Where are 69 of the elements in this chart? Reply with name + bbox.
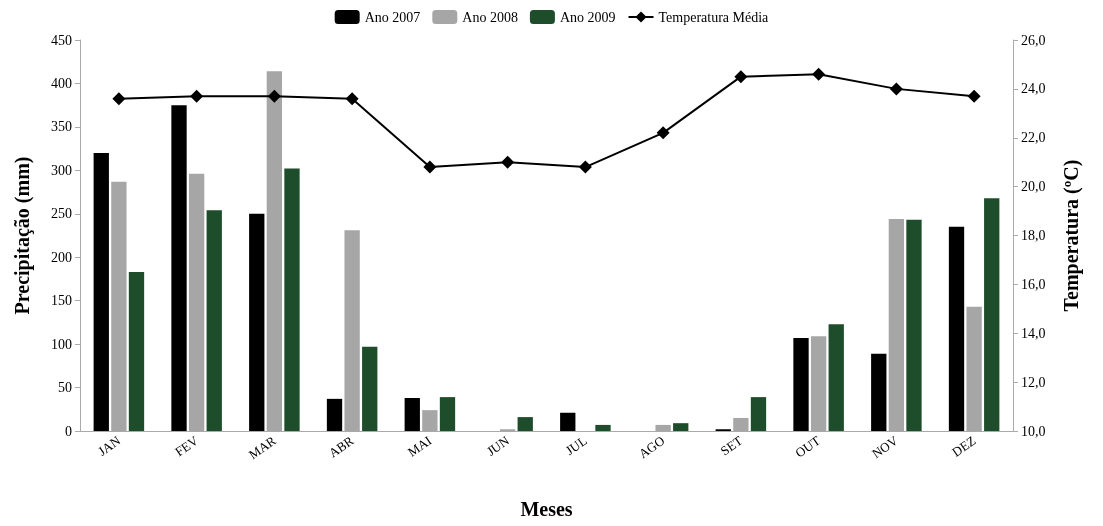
x-tick-label: FEV: [172, 432, 202, 460]
bar: [828, 324, 844, 431]
bar: [439, 397, 456, 431]
y2-tick-label: 14,0: [1021, 325, 1046, 341]
y-tick-label: 50: [58, 380, 72, 396]
bar: [673, 423, 689, 431]
bar: [326, 398, 343, 431]
y2-tick-label: 22,0: [1021, 130, 1046, 146]
x-tick-label: JUL: [562, 432, 590, 458]
x-tick-label: OUT: [792, 432, 823, 461]
point: [112, 92, 126, 106]
x-tick-label: DEZ: [949, 432, 979, 460]
point: [578, 160, 592, 174]
point: [190, 89, 204, 103]
y-tick-label: 300: [51, 162, 72, 178]
bar: [128, 271, 145, 431]
x-tick-label: SET: [717, 432, 746, 459]
y2-tick-label: 18,0: [1021, 228, 1046, 243]
bar: [171, 105, 187, 431]
bar: [206, 210, 222, 431]
bar: [93, 152, 109, 431]
y2-tick-label: 26,0: [1021, 32, 1046, 48]
y-tick-label: 0: [65, 423, 72, 439]
point: [345, 92, 359, 106]
x-axis-title: Meses: [520, 498, 573, 520]
y-tick-label: 100: [51, 336, 72, 352]
legend-label: Temperatura Média: [658, 9, 770, 25]
y2-tick-label: 10,0: [1021, 423, 1046, 439]
point: [812, 67, 826, 81]
bar: [871, 353, 887, 431]
bar: [793, 338, 809, 431]
point: [889, 82, 903, 96]
bar: [362, 346, 378, 431]
bar: [984, 198, 1000, 431]
point: [656, 126, 670, 140]
y-tick-label: 350: [51, 119, 72, 135]
y-tick-label: 150: [51, 293, 72, 309]
y-tick-label: 450: [51, 32, 72, 48]
y-tick-label: 200: [51, 249, 72, 265]
legend-label: Ano 2008: [462, 9, 518, 25]
y2-axis-title: Temperatura (ºC): [1060, 159, 1083, 312]
y2-tick-label: 16,0: [1021, 276, 1046, 292]
legend-label: Ano 2009: [559, 9, 616, 25]
bar: [517, 417, 533, 431]
bar: [404, 397, 420, 431]
y2-tick-label: 20,0: [1021, 179, 1046, 195]
point: [501, 155, 515, 169]
point: [423, 160, 437, 174]
point: [734, 70, 748, 84]
x-tick-label: JAN: [95, 432, 124, 459]
y2-tick-label: 24,0: [1021, 81, 1046, 97]
bar: [249, 213, 265, 431]
point: [267, 89, 281, 103]
x-tick-label: JUN: [483, 432, 513, 459]
bar: [906, 219, 922, 431]
bar: [595, 424, 611, 431]
x-tick-label: MAI: [404, 432, 435, 460]
y-tick-label: 250: [51, 206, 72, 222]
x-tick-label: AGO: [635, 432, 668, 462]
y-tick-label: 400: [51, 75, 72, 91]
bar: [750, 397, 767, 431]
bar: [560, 412, 576, 431]
point: [967, 89, 981, 103]
y2-tick-label: 12,0: [1021, 374, 1046, 390]
bar: [948, 226, 965, 431]
y-axis-title: Precipitação (mm): [11, 156, 34, 315]
x-tick-label: ABR: [325, 432, 357, 461]
bar: [284, 168, 300, 431]
legend-label: Ano 2007: [364, 9, 421, 25]
